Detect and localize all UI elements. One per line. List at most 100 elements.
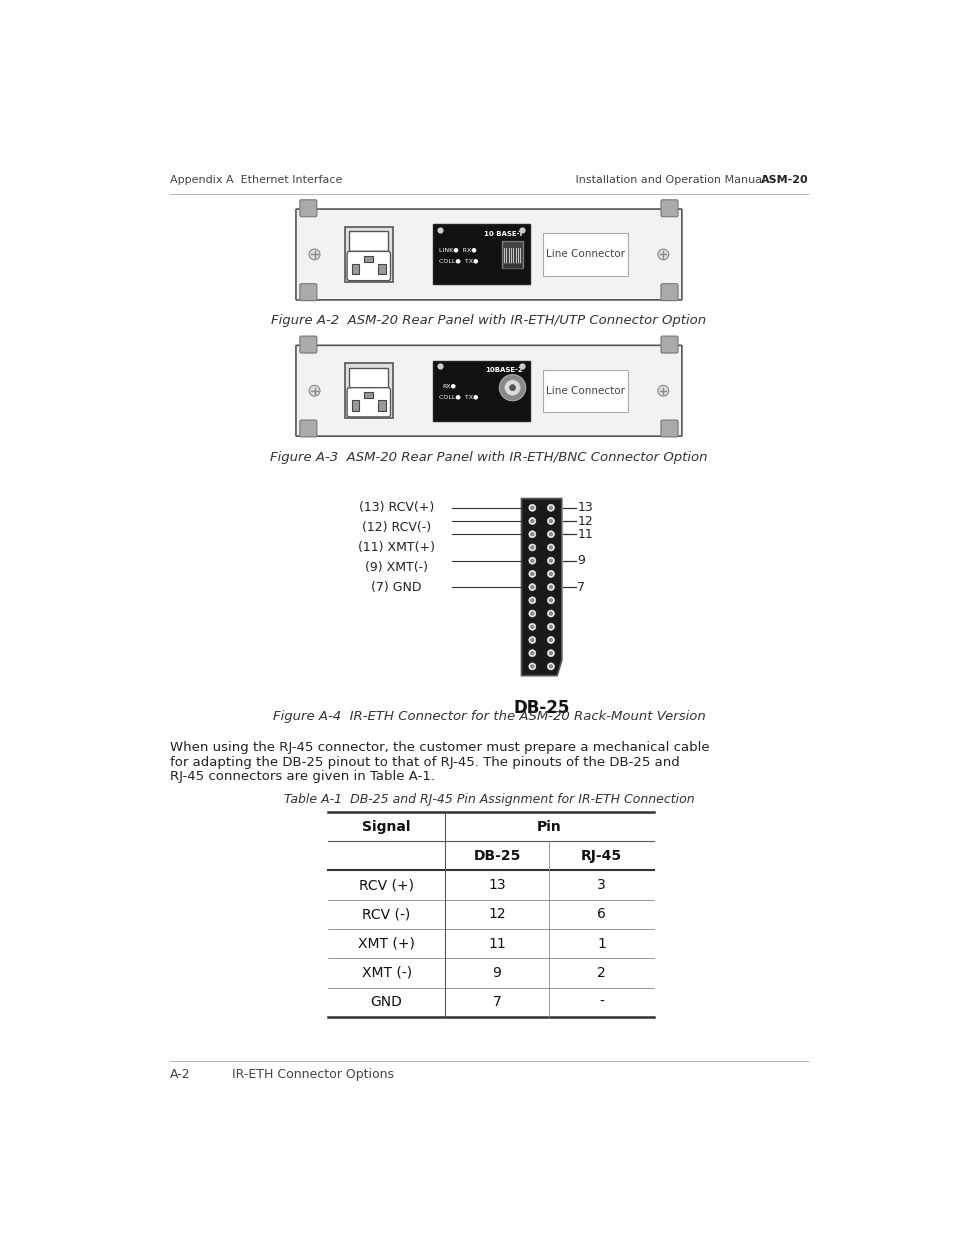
Circle shape bbox=[530, 613, 534, 615]
Circle shape bbox=[530, 638, 534, 641]
Circle shape bbox=[549, 559, 552, 562]
Circle shape bbox=[549, 532, 552, 536]
Text: XMT (-): XMT (-) bbox=[361, 966, 412, 979]
Circle shape bbox=[549, 625, 552, 629]
Bar bbox=[503, 263, 521, 268]
Circle shape bbox=[547, 557, 554, 564]
Text: Line Connector: Line Connector bbox=[546, 249, 624, 259]
Text: (7) GND: (7) GND bbox=[371, 580, 421, 594]
Circle shape bbox=[549, 506, 552, 509]
Circle shape bbox=[549, 546, 552, 550]
Text: 3: 3 bbox=[597, 878, 605, 892]
Circle shape bbox=[549, 585, 552, 589]
Text: 2: 2 bbox=[597, 966, 605, 979]
Text: 10BASE-2: 10BASE-2 bbox=[485, 367, 523, 373]
Text: 7: 7 bbox=[492, 995, 501, 1009]
FancyBboxPatch shape bbox=[299, 336, 316, 353]
Circle shape bbox=[504, 380, 519, 395]
Circle shape bbox=[528, 543, 536, 551]
Bar bbox=[349, 368, 388, 388]
Circle shape bbox=[547, 584, 554, 590]
Text: (9) XMT(-): (9) XMT(-) bbox=[365, 561, 428, 574]
Circle shape bbox=[549, 652, 552, 655]
Circle shape bbox=[530, 520, 534, 522]
Text: RJ-45 connectors are given in Table A-1.: RJ-45 connectors are given in Table A-1. bbox=[170, 771, 435, 783]
Text: Figure A-3  ASM-20 Rear Panel with IR-ETH/BNC Connector Option: Figure A-3 ASM-20 Rear Panel with IR-ETH… bbox=[270, 451, 707, 464]
Bar bbox=[352, 264, 359, 274]
Text: 12: 12 bbox=[577, 515, 593, 527]
Text: COLL●  TX●: COLL● TX● bbox=[438, 394, 478, 399]
Text: 1: 1 bbox=[597, 936, 605, 951]
Text: Appendix A  Ethernet Interface: Appendix A Ethernet Interface bbox=[170, 175, 341, 185]
Circle shape bbox=[309, 385, 319, 396]
Circle shape bbox=[528, 650, 536, 657]
Text: (12) RCV(-): (12) RCV(-) bbox=[362, 521, 431, 534]
Text: 9: 9 bbox=[492, 966, 501, 979]
Circle shape bbox=[547, 517, 554, 525]
FancyBboxPatch shape bbox=[660, 200, 678, 216]
Circle shape bbox=[549, 572, 552, 576]
Circle shape bbox=[528, 557, 536, 564]
Circle shape bbox=[658, 249, 668, 259]
Circle shape bbox=[547, 597, 554, 604]
Circle shape bbox=[528, 517, 536, 525]
Circle shape bbox=[528, 504, 536, 511]
Text: for adapting the DB-25 pinout to that of RJ-45. The pinouts of the DB-25 and: for adapting the DB-25 pinout to that of… bbox=[170, 756, 679, 768]
Circle shape bbox=[547, 650, 554, 657]
Text: (13) RCV(+): (13) RCV(+) bbox=[358, 501, 434, 514]
Bar bbox=[501, 241, 523, 268]
Circle shape bbox=[528, 531, 536, 537]
Bar bbox=[364, 393, 373, 399]
Circle shape bbox=[309, 249, 319, 259]
Circle shape bbox=[547, 610, 554, 618]
Text: 12: 12 bbox=[488, 908, 505, 921]
Text: Installation and Operation Manual: Installation and Operation Manual bbox=[572, 175, 765, 185]
Bar bbox=[344, 227, 393, 282]
Circle shape bbox=[509, 384, 516, 390]
FancyBboxPatch shape bbox=[660, 284, 678, 300]
Circle shape bbox=[530, 599, 534, 601]
FancyBboxPatch shape bbox=[295, 209, 681, 300]
Bar bbox=[352, 400, 359, 411]
Text: 11: 11 bbox=[577, 527, 593, 541]
Circle shape bbox=[547, 504, 554, 511]
Circle shape bbox=[547, 663, 554, 669]
Text: -: - bbox=[598, 995, 603, 1009]
FancyBboxPatch shape bbox=[347, 252, 390, 280]
Text: IR-ETH Connector Options: IR-ETH Connector Options bbox=[232, 1068, 394, 1082]
Bar bbox=[349, 231, 388, 252]
Circle shape bbox=[498, 374, 525, 401]
Text: ASM-20: ASM-20 bbox=[760, 175, 807, 185]
Circle shape bbox=[530, 664, 534, 668]
Text: DB-25: DB-25 bbox=[473, 848, 520, 863]
Text: COLL●  TX●: COLL● TX● bbox=[438, 258, 478, 263]
Circle shape bbox=[547, 571, 554, 577]
Text: Table A-1  DB-25 and RJ-45 Pin Assignment for IR-ETH Connection: Table A-1 DB-25 and RJ-45 Pin Assignment… bbox=[283, 793, 694, 805]
Bar bbox=[542, 233, 628, 275]
Circle shape bbox=[547, 531, 554, 537]
Circle shape bbox=[528, 663, 536, 669]
Text: 6: 6 bbox=[597, 908, 605, 921]
FancyBboxPatch shape bbox=[295, 346, 681, 436]
Circle shape bbox=[530, 559, 534, 562]
Circle shape bbox=[530, 585, 534, 589]
Text: 10 BASE-T: 10 BASE-T bbox=[483, 231, 523, 237]
Circle shape bbox=[547, 624, 554, 630]
Circle shape bbox=[530, 625, 534, 629]
Text: 13: 13 bbox=[577, 501, 593, 514]
Circle shape bbox=[530, 506, 534, 509]
Bar bbox=[364, 256, 373, 262]
FancyBboxPatch shape bbox=[660, 336, 678, 353]
Text: DB-25: DB-25 bbox=[513, 699, 569, 716]
Bar bbox=[344, 363, 393, 419]
Text: 9: 9 bbox=[577, 555, 584, 567]
Circle shape bbox=[547, 636, 554, 643]
Circle shape bbox=[528, 571, 536, 577]
Circle shape bbox=[530, 546, 534, 550]
Text: RCV (-): RCV (-) bbox=[362, 908, 411, 921]
Circle shape bbox=[549, 520, 552, 522]
Text: XMT (+): XMT (+) bbox=[357, 936, 415, 951]
Bar bbox=[377, 400, 385, 411]
FancyBboxPatch shape bbox=[347, 388, 390, 417]
FancyBboxPatch shape bbox=[299, 200, 316, 216]
